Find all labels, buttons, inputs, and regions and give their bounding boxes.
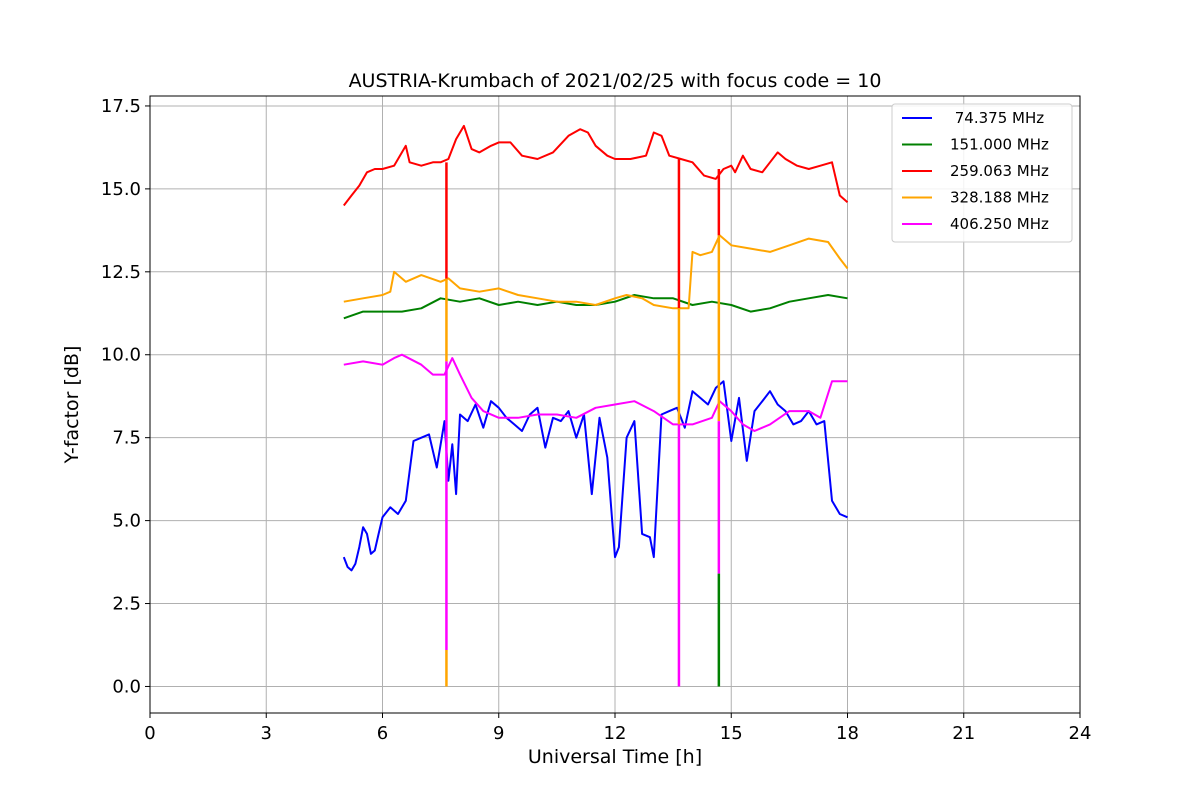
x-tick-label: 21 <box>952 723 975 744</box>
legend-box <box>891 103 1073 243</box>
chart-title: AUSTRIA-Krumbach of 2021/02/25 with focu… <box>349 70 882 92</box>
series-line-4 <box>343 353 848 432</box>
x-tick-label: 12 <box>604 723 627 744</box>
plot-lines <box>342 124 849 687</box>
legend: 74.375 MHz 151.000 MHz 259.063 MHz 328.188 … <box>891 103 1073 243</box>
y-tick-label: 7.5 <box>112 428 141 449</box>
x-tick-label: 6 <box>377 723 388 744</box>
y-tick-label: 15.0 <box>101 179 141 200</box>
x-tick-label: 9 <box>493 723 504 744</box>
legend-label: 74.375 MHz <box>950 109 1044 127</box>
y-tick-label: 0.0 <box>112 676 141 697</box>
y-axis-label: Y-factor [dB] <box>61 346 83 465</box>
y-axis-ticks: 0.0 2.5 5.0 7.5 10.0 12.5 15.0 17.5 <box>101 96 150 697</box>
y-tick-label: 5.0 <box>112 511 141 532</box>
x-tick-label: 24 <box>1069 723 1092 744</box>
series-line-3 <box>343 234 849 310</box>
y-tick-label: 2.5 <box>112 594 141 615</box>
series-line-0 <box>342 380 848 572</box>
x-tick-label: 18 <box>836 723 859 744</box>
x-axis-label: Universal Time [h] <box>528 746 702 768</box>
x-tick-label: 0 <box>144 723 155 744</box>
legend-label: 328.188 MHz <box>950 189 1049 207</box>
legend-label: 259.063 MHz <box>950 162 1049 180</box>
x-tick-label: 3 <box>261 723 272 744</box>
x-axis-ticks: 0 3 6 9 12 15 18 21 24 <box>144 713 1091 744</box>
series-line-2 <box>343 124 849 207</box>
legend-label: 151.000 MHz <box>950 136 1049 154</box>
y-tick-label: 10.0 <box>101 345 141 366</box>
y-tick-label: 12.5 <box>101 262 141 283</box>
x-tick-label: 15 <box>720 723 743 744</box>
y-tick-label: 17.5 <box>101 96 141 117</box>
legend-label: 406.250 MHz <box>950 215 1049 233</box>
